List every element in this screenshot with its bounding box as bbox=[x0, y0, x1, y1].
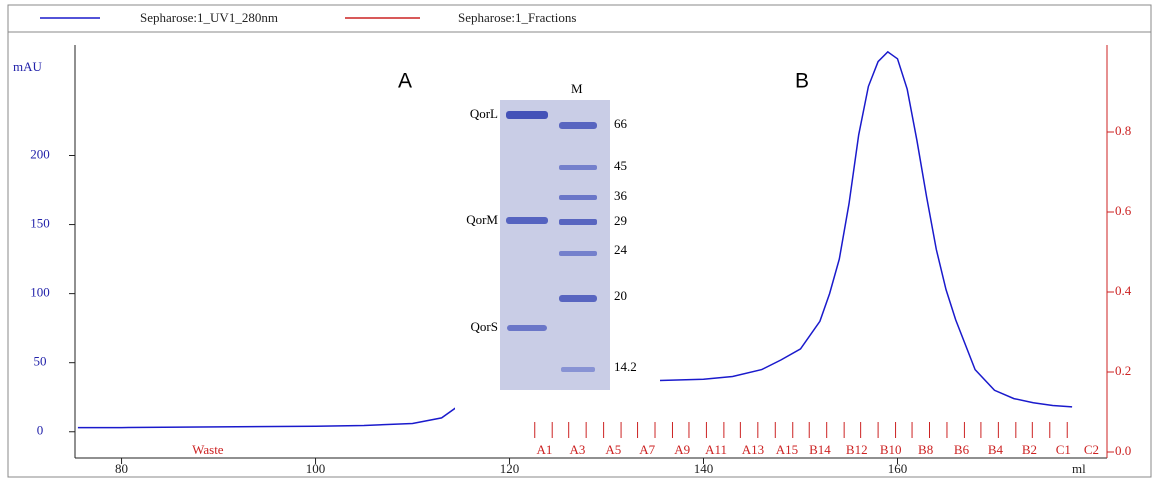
x-axis-label: ml bbox=[1072, 461, 1086, 476]
y2-tick-label: 0.8 bbox=[1115, 123, 1131, 138]
panel-label: B bbox=[795, 70, 809, 93]
fraction-label: A15 bbox=[776, 442, 798, 457]
gel-band bbox=[506, 111, 548, 119]
fraction-label: B2 bbox=[1022, 442, 1037, 457]
gel-band bbox=[559, 219, 597, 225]
gel-band bbox=[559, 122, 597, 129]
legend-label: Sepharose:1_UV1_280nm bbox=[140, 10, 278, 25]
gel-marker-label: 29 bbox=[614, 213, 627, 228]
fraction-label: B10 bbox=[880, 442, 902, 457]
fraction-label: A11 bbox=[705, 442, 727, 457]
fraction-label: Waste bbox=[192, 442, 224, 457]
panel-label: A bbox=[398, 70, 412, 93]
y2-tick-label: 0.2 bbox=[1115, 363, 1131, 378]
x-tick-label: 140 bbox=[694, 461, 714, 476]
legend-label: Sepharose:1_Fractions bbox=[458, 10, 576, 25]
fraction-label: A9 bbox=[674, 442, 690, 457]
fraction-label: C1 bbox=[1056, 442, 1071, 457]
gel-lane-label: M bbox=[571, 81, 583, 96]
gel-marker-label: 14.2 bbox=[614, 359, 637, 374]
gel-band bbox=[559, 195, 597, 200]
gel-band bbox=[507, 325, 547, 331]
fraction-label: A7 bbox=[639, 442, 655, 457]
y-tick-label: 100 bbox=[30, 285, 50, 300]
gel-band-label: QorS bbox=[471, 319, 498, 334]
gel-marker-label: 24 bbox=[614, 242, 628, 257]
x-tick-label: 120 bbox=[500, 461, 520, 476]
x-tick-label: 100 bbox=[306, 461, 326, 476]
gel-band bbox=[559, 295, 597, 302]
fraction-label: B12 bbox=[846, 442, 868, 457]
gel-band-label: QorM bbox=[466, 212, 498, 227]
y2-tick-label: 0.4 bbox=[1115, 283, 1132, 298]
y-tick-label: 200 bbox=[30, 146, 50, 161]
y-tick-label: 50 bbox=[34, 354, 47, 369]
gel-marker-label: 36 bbox=[614, 188, 628, 203]
fraction-label: B4 bbox=[988, 442, 1004, 457]
y2-tick-label: 0.6 bbox=[1115, 203, 1132, 218]
gel-marker-label: 20 bbox=[614, 288, 627, 303]
y-tick-label: 0 bbox=[37, 423, 44, 438]
fraction-label: A13 bbox=[742, 442, 764, 457]
y2-tick-label: 0.0 bbox=[1115, 443, 1131, 458]
fraction-label: B6 bbox=[954, 442, 970, 457]
gel-band bbox=[559, 165, 597, 170]
fraction-label: A3 bbox=[569, 442, 585, 457]
gel-band bbox=[506, 217, 548, 224]
fraction-label: B14 bbox=[809, 442, 831, 457]
page: {"chart_data": { "type": "line", "y_labe… bbox=[0, 0, 1160, 483]
gel-band bbox=[559, 251, 597, 256]
y-tick-label: 150 bbox=[30, 216, 50, 231]
gel-marker-label: 66 bbox=[614, 116, 628, 131]
x-tick-label: 80 bbox=[115, 461, 128, 476]
gel-inset: M QorL QorM QorS 66 45 36 29 24 20 14.2 bbox=[455, 75, 660, 410]
fraction-label: A1 bbox=[536, 442, 552, 457]
y-axis-label: mAU bbox=[13, 59, 43, 74]
gel-marker-label: 45 bbox=[614, 158, 627, 173]
gel-band-label: QorL bbox=[470, 106, 498, 121]
x-tick-label: 160 bbox=[888, 461, 908, 476]
gel bbox=[500, 100, 610, 390]
fraction-label: C2 bbox=[1084, 442, 1099, 457]
gel-band bbox=[561, 367, 595, 372]
chart: mAU ml A B 0 50 100 150 200 80 100 120 140 160 0.0… bbox=[0, 0, 1160, 483]
fraction-label: B8 bbox=[918, 442, 933, 457]
fraction-label: A5 bbox=[605, 442, 621, 457]
